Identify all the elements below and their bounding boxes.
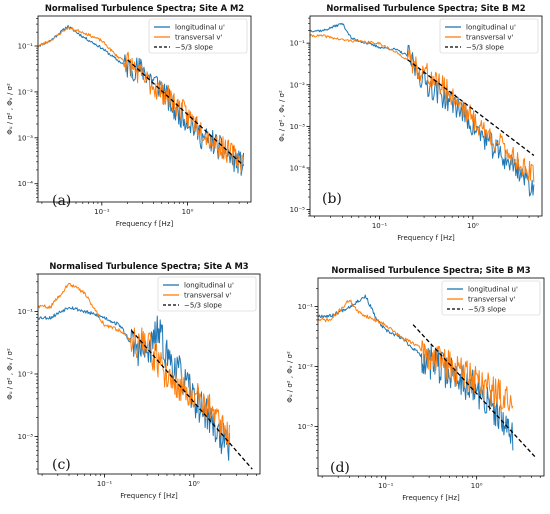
plot-frame [317,277,545,477]
x-axis-label: Frequency f [Hz] [116,220,174,228]
series-line-3 [127,59,244,166]
y-tick-label: 10⁻² [298,363,314,371]
x-tick-label: 10⁰ [182,208,194,216]
y-tick-label: 10⁻³ [298,423,314,431]
series-group [310,22,535,197]
series-line-3 [407,59,535,156]
legend-label-2: transversal v' [184,292,232,300]
series-group [38,282,253,470]
series-line-1 [38,306,230,461]
legend-label-3: −5/3 slope [184,302,222,310]
y-tick-label: 10⁻² [290,81,306,89]
chart-panel-2: Normalised Turbulence Spectra; Site B M2… [278,3,543,242]
y-tick-label: 10⁻¹ [298,303,314,311]
legend-box [157,276,257,312]
y-tick-label: 10⁻¹ [18,42,34,50]
panel-letter: (a) [52,193,71,209]
chart-panel-3: Normalised Turbulence Spectra; Site A M3… [6,261,261,500]
x-tick-label: 10⁻¹ [378,482,394,490]
y-tick-label: 10⁻³ [18,134,34,142]
y-tick-label: 10⁻¹ [290,40,306,48]
plot-frame [37,15,252,203]
y-axis-label: Φᵤ / σ² , Φᵥ / σ² [278,90,286,142]
y-tick-label: 10⁻⁵ [290,206,306,214]
y-tick-label: 10⁻⁴ [18,180,34,188]
y-tick-label: 10⁻³ [18,433,34,441]
x-tick-label: 10⁰ [188,480,200,488]
x-axis-label: Frequency f [Hz] [397,234,455,242]
chart-title: Normalised Turbulence Spectra; Site B M3 [331,265,530,275]
series-line-2 [38,26,244,173]
legend: longitudinal u' transversal v' −5/3 slope [148,18,248,54]
legend: longitudinal u' transversal v' −5/3 slope [439,18,539,54]
x-tick-label: 10⁻¹ [97,480,113,488]
panel-letter: (d) [330,460,350,476]
plot-frame [309,15,543,217]
y-tick-label: 10⁻² [18,371,34,379]
chart-title: Normalised Turbulence Spectra; Site A M2 [45,3,244,13]
y-axis-label: Φᵤ / σ² , Φᵥ / σ² [286,351,294,403]
series-group [38,24,245,176]
legend-label-2: transversal v' [466,34,514,42]
y-axis-label: Φᵤ / σ² , Φᵥ / σ² [6,348,14,400]
legend-label-3: −5/3 slope [468,306,506,314]
legend-box [441,280,541,316]
legend: longitudinal u' transversal v' −5/3 slope [441,280,541,316]
legend-label-3: −5/3 slope [175,44,213,52]
x-axis-label: Frequency f [Hz] [402,494,460,502]
chart-panel-4: Normalised Turbulence Spectra; Site B M3… [286,265,545,502]
legend-label-1: longitudinal u' [175,24,225,32]
series-line-3 [130,329,253,470]
legend-label-2: transversal v' [175,34,223,42]
legend: longitudinal u' transversal v' −5/3 slope [157,276,257,312]
x-tick-label: 10⁻¹ [372,222,388,230]
x-tick-label: 10⁰ [471,482,483,490]
y-tick-label: 10⁻¹ [18,308,34,316]
legend-label-3: −5/3 slope [466,44,504,52]
legend-label-2: transversal v' [468,296,516,304]
panel-letter: (c) [52,457,71,473]
chart-title: Normalised Turbulence Spectra; Site A M3 [49,261,248,271]
legend-label-1: longitudinal u' [466,24,516,32]
legend-box [439,18,539,54]
series-line-1 [318,294,514,451]
series-line-2 [38,282,230,447]
chart-title: Normalised Turbulence Spectra; Site B M2 [326,3,525,13]
chart-panel-1: Normalised Turbulence Spectra; Site A M2… [6,3,252,228]
series-group [318,294,537,459]
series-line-2 [310,34,535,183]
legend-label-1: longitudinal u' [184,282,234,290]
legend-label-1: longitudinal u' [468,286,518,294]
y-axis-label: Φᵤ / σ² , Φᵥ / σ² [6,83,14,135]
y-tick-label: 10⁻³ [290,123,306,131]
y-tick-label: 10⁻² [18,88,34,96]
panel-letter: (b) [322,191,342,207]
series-line-3 [412,324,537,459]
series-line-1 [310,22,535,197]
y-tick-label: 10⁻⁴ [290,164,306,172]
x-tick-label: 10⁻¹ [94,208,110,216]
series-line-2 [318,299,514,412]
legend-box [148,18,248,54]
x-axis-label: Frequency f [Hz] [120,492,178,500]
x-tick-label: 10⁰ [467,222,479,230]
